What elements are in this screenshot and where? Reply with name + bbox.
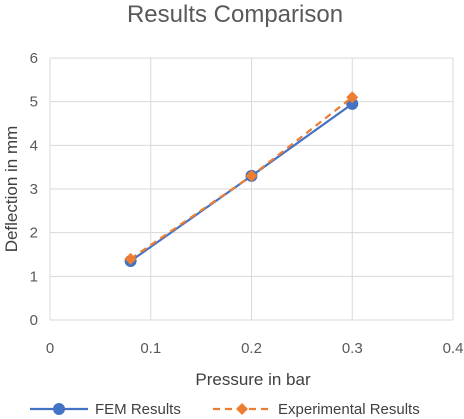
x-axis-ticks: 0 0.1 0.2 0.3 0.4 <box>46 340 464 357</box>
x-tick-label: 0 <box>46 340 54 357</box>
y-axis-ticks: 0 1 2 3 4 5 6 <box>30 50 38 329</box>
series-1 <box>124 91 359 265</box>
chart-title: Results Comparison <box>127 1 343 28</box>
legend-label: FEM Results <box>95 401 181 418</box>
x-tick-label: 0.1 <box>140 340 161 357</box>
y-tick-label: 2 <box>30 225 38 242</box>
y-tick-label: 4 <box>30 137 38 154</box>
x-tick-label: 0.3 <box>342 340 363 357</box>
x-tick-label: 0.4 <box>443 340 464 357</box>
x-tick-label: 0.2 <box>241 340 262 357</box>
y-axis-label: Deflection in mm <box>2 126 21 253</box>
legend-item: Experimental Results <box>213 401 420 418</box>
grid-layer <box>49 57 454 321</box>
y-tick-label: 5 <box>30 94 38 111</box>
legend-item: FEM Results <box>30 401 181 418</box>
data-point <box>124 252 137 265</box>
y-tick-label: 0 <box>30 312 38 329</box>
y-tick-label: 6 <box>30 50 38 67</box>
legend-marker <box>236 403 248 415</box>
legend-label: Experimental Results <box>278 401 420 418</box>
legend: FEM Results Experimental Results <box>30 401 420 418</box>
data-point <box>245 169 258 182</box>
data-point <box>346 91 359 104</box>
series-line <box>129 96 353 260</box>
y-tick-label: 3 <box>30 181 38 198</box>
y-tick-label: 1 <box>30 268 38 285</box>
x-axis-label: Pressure in bar <box>195 370 311 389</box>
series-layer <box>124 91 359 268</box>
legend-marker <box>53 403 65 415</box>
